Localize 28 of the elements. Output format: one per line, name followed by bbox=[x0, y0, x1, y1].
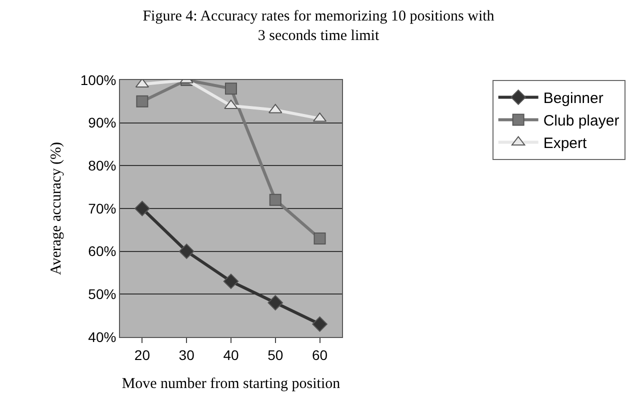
y-tick-label: 40% bbox=[88, 328, 116, 345]
point bbox=[136, 95, 148, 108]
y-tick-label: 70% bbox=[88, 200, 116, 216]
x-axis-title: Move number from starting position bbox=[122, 376, 341, 392]
y-tick-label: 50% bbox=[88, 286, 116, 302]
point bbox=[314, 232, 326, 244]
x-tick-label: 30 bbox=[178, 346, 195, 363]
point bbox=[224, 82, 237, 95]
y-tick-label: 100% bbox=[80, 72, 116, 88]
y-tick-label: 80% bbox=[88, 158, 116, 174]
y-tick-label: 60% bbox=[88, 243, 116, 260]
legend-label: Club player bbox=[543, 112, 620, 130]
point bbox=[223, 274, 239, 289]
x-tick-label: 60 bbox=[312, 346, 328, 363]
legend-label: Expert bbox=[543, 135, 588, 152]
legend-label: Beginner bbox=[543, 90, 604, 108]
point bbox=[269, 194, 282, 206]
point bbox=[268, 104, 282, 114]
y-tick-label: 90% bbox=[88, 114, 116, 131]
point bbox=[178, 244, 194, 259]
point bbox=[134, 200, 150, 216]
x-tick-label: 20 bbox=[134, 346, 150, 363]
chart-title: Figure 4: Accuracy rates for memorizing 10 positions with 3 seconds time limit bbox=[142, 8, 495, 44]
point bbox=[268, 295, 284, 310]
point bbox=[312, 316, 328, 332]
x-tick-label: 40 bbox=[223, 346, 239, 363]
x-tick-label: 50 bbox=[268, 346, 284, 363]
y-axis-title: Average accuracy (%) bbox=[48, 142, 65, 275]
